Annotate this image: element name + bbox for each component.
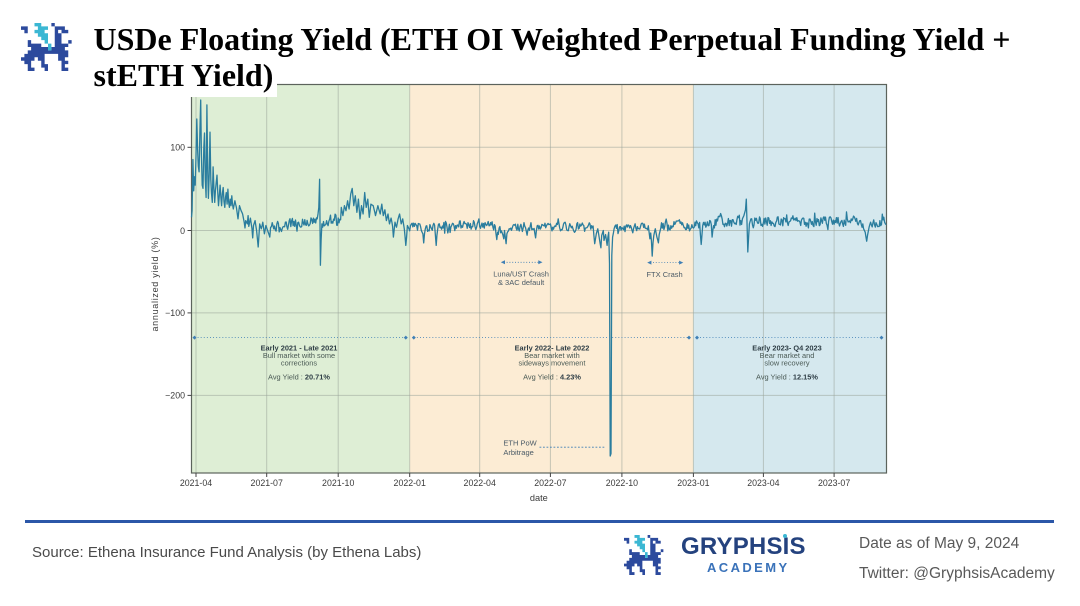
svg-text:& 3AC default: & 3AC default (498, 278, 545, 287)
svg-text:0: 0 (180, 226, 185, 236)
svg-text:2023-01: 2023-01 (677, 478, 709, 488)
svg-text:Early 2021 - Late 2021: Early 2021 - Late 2021 (261, 344, 338, 353)
svg-text:2022-04: 2022-04 (464, 478, 496, 488)
svg-text:2023-04: 2023-04 (747, 478, 779, 488)
svg-text:−200: −200 (165, 391, 185, 401)
svg-text:ETH PoW: ETH PoW (503, 439, 537, 448)
svg-text:100: 100 (170, 143, 185, 153)
svg-text:date: date (530, 493, 548, 503)
svg-text:Avg Yield : 12.15%: Avg Yield : 12.15% (756, 372, 818, 381)
svg-text:2022-01: 2022-01 (394, 478, 426, 488)
svg-text:Arbitrage: Arbitrage (503, 448, 533, 457)
svg-text:−100: −100 (165, 308, 185, 318)
svg-text:slow recovery: slow recovery (764, 359, 809, 368)
svg-text:2022-07: 2022-07 (534, 478, 566, 488)
svg-text:Bull market with some: Bull market with some (263, 351, 335, 360)
svg-text:2022-10: 2022-10 (606, 478, 638, 488)
svg-text:FTX Crash: FTX Crash (646, 270, 682, 279)
svg-text:sideways movement: sideways movement (519, 359, 586, 368)
svg-text:2021-04: 2021-04 (180, 478, 212, 488)
svg-text:2023-07: 2023-07 (818, 478, 850, 488)
svg-text:2021-10: 2021-10 (322, 478, 354, 488)
svg-text:annualized yield (%): annualized yield (%) (150, 236, 160, 331)
svg-text:Bear market with: Bear market with (524, 351, 579, 360)
svg-text:Avg Yield : 20.71%: Avg Yield : 20.71% (268, 372, 330, 381)
svg-text:Luna/UST Crash: Luna/UST Crash (493, 269, 549, 278)
svg-text:Avg Yield : 4.23%: Avg Yield : 4.23% (523, 372, 581, 381)
svg-text:Bear market and: Bear market and (760, 351, 815, 360)
svg-text:corrections: corrections (281, 359, 317, 368)
svg-text:2021-07: 2021-07 (251, 478, 283, 488)
svg-text:Early 2023- Q4 2023: Early 2023- Q4 2023 (752, 344, 821, 353)
svg-text:Early 2022- Late 2022: Early 2022- Late 2022 (515, 344, 590, 353)
